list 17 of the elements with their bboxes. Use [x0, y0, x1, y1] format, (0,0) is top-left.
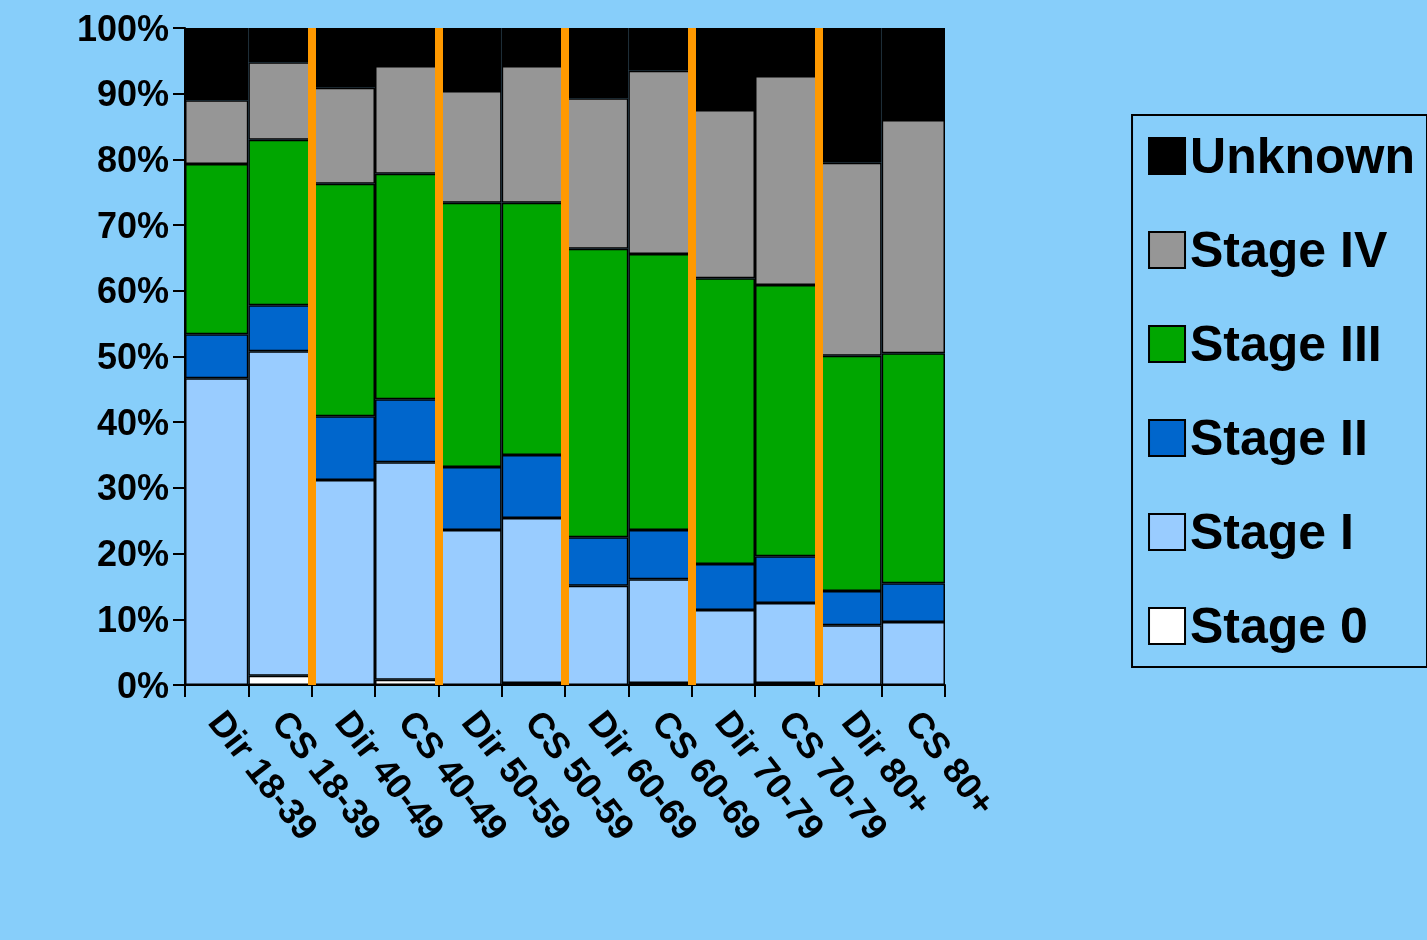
y-tick-label: 100% [76, 7, 169, 49]
legend-label: Stage 0 [1190, 598, 1368, 654]
y-tick-label: 40% [96, 401, 169, 443]
y-tick-label: 70% [96, 204, 169, 246]
legend-label: Stage I [1190, 504, 1354, 560]
legend-label: Unknown [1190, 128, 1416, 184]
y-tick-label: 0% [116, 664, 169, 706]
y-tick-label: 20% [96, 533, 169, 575]
legend-label: Stage II [1190, 410, 1368, 466]
y-tick-label: 60% [96, 270, 169, 312]
y-tick-label: 90% [96, 73, 169, 115]
legend-label: Stage IV [1190, 222, 1388, 278]
y-tick-label: 80% [96, 138, 169, 180]
legend-label: Stage III [1190, 316, 1382, 372]
y-tick-label: 50% [96, 336, 169, 377]
y-tick-label: 30% [96, 467, 169, 509]
y-tick-label: 10% [96, 598, 169, 640]
